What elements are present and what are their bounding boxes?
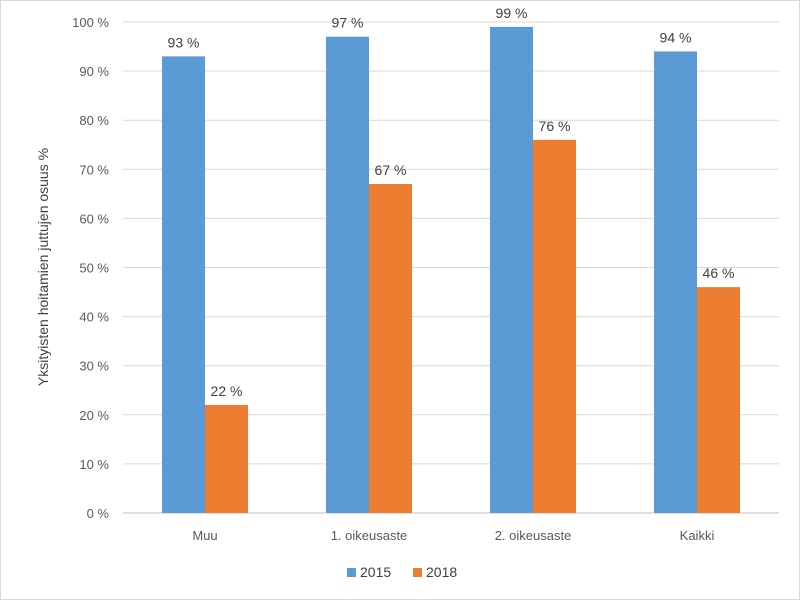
data-label: 99 % bbox=[496, 5, 528, 21]
y-tick-label: 90 % bbox=[79, 64, 109, 79]
x-tick-label: 2. oikeusaste bbox=[495, 528, 572, 543]
bar-2018-2 bbox=[533, 139, 576, 513]
bar-2015-0 bbox=[162, 56, 205, 514]
data-label: 46 % bbox=[703, 265, 735, 281]
bar-2018-3 bbox=[697, 287, 740, 513]
y-tick-label: 70 % bbox=[79, 162, 109, 177]
x-axis-ticks: Muu 1. oikeusaste 2. oikeusaste Kaikki bbox=[192, 528, 714, 543]
bar-2018-1 bbox=[369, 184, 412, 513]
data-label: 93 % bbox=[168, 34, 200, 50]
y-tick-label: 60 % bbox=[79, 211, 109, 226]
legend-label: 2018 bbox=[426, 564, 457, 580]
bar-2018-0 bbox=[205, 404, 248, 513]
data-label: 67 % bbox=[375, 162, 407, 178]
legend: 2015 2018 bbox=[347, 564, 457, 580]
legend-swatch bbox=[347, 568, 356, 577]
y-tick-label: 20 % bbox=[79, 408, 109, 423]
data-label: 76 % bbox=[539, 118, 571, 134]
data-labels: 93 % 22 % 97 % 67 % 99 % 76 % 94 % 46 % bbox=[168, 5, 735, 399]
legend-swatch bbox=[413, 568, 422, 577]
y-tick-label: 0 % bbox=[87, 506, 110, 521]
x-tick-label: Kaikki bbox=[680, 528, 715, 543]
bar-2015-3 bbox=[654, 51, 697, 514]
bars bbox=[162, 26, 740, 514]
legend-label: 2015 bbox=[360, 564, 391, 580]
y-tick-label: 80 % bbox=[79, 113, 109, 128]
y-axis-ticks: 0 % 10 % 20 % 30 % 40 % 50 % 60 % 70 % 80 % 90 % 1… bbox=[72, 15, 109, 521]
y-tick-label: 30 % bbox=[79, 359, 109, 374]
y-tick-label: 100 % bbox=[72, 15, 109, 30]
y-tick-label: 10 % bbox=[79, 457, 109, 472]
y-axis-title: Yksityisten hoitamien juttujen osuus % bbox=[35, 148, 51, 386]
bar-2015-1 bbox=[326, 36, 369, 513]
bar-2015-2 bbox=[490, 26, 533, 513]
data-label: 97 % bbox=[332, 15, 364, 31]
y-tick-label: 50 % bbox=[79, 261, 109, 276]
data-label: 94 % bbox=[660, 29, 692, 45]
x-tick-label: Muu bbox=[192, 528, 217, 543]
x-tick-label: 1. oikeusaste bbox=[331, 528, 408, 543]
data-label: 22 % bbox=[211, 383, 243, 399]
y-tick-label: 40 % bbox=[79, 310, 109, 325]
